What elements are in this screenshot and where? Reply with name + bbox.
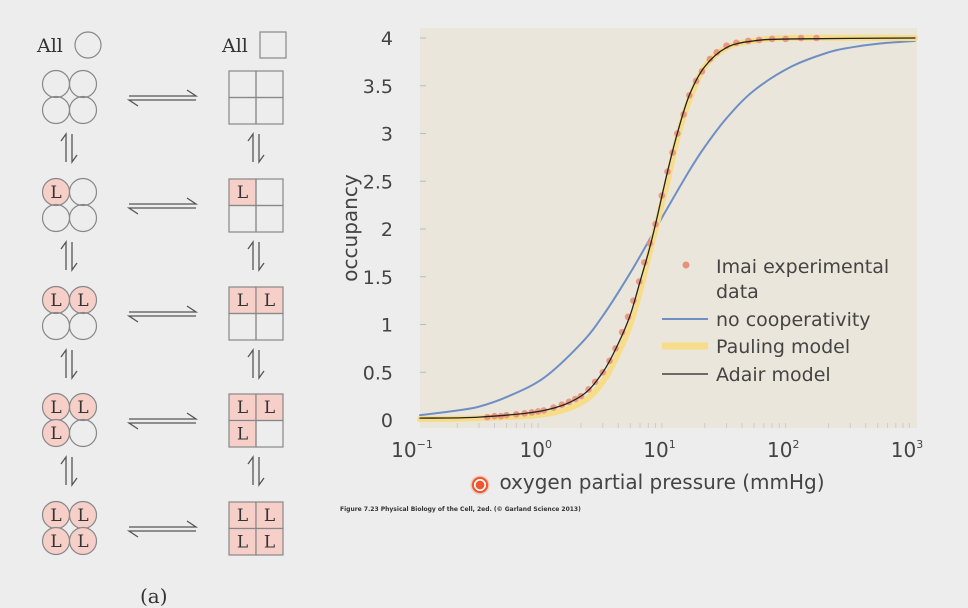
y-tick-label: 0.5 — [363, 362, 393, 384]
state-row-0 — [41, 69, 284, 165]
ligand-label: L — [77, 291, 88, 311]
x-tick-exponent: 1 — [669, 438, 676, 451]
circle-subunit — [68, 526, 98, 556]
ligand-label: L — [50, 398, 61, 418]
vertical-equilibrium-arrow-icon — [60, 239, 78, 273]
y-tick-label: 4 — [381, 28, 393, 50]
ligand-label: L — [50, 291, 61, 311]
square-subunit — [255, 204, 284, 233]
ligand-label: L — [50, 424, 61, 444]
ligand-label: L — [264, 533, 275, 553]
x-tick-label: 101 — [643, 438, 675, 462]
ligand-label: L — [50, 183, 61, 203]
data-point-imai-experimental-data — [706, 55, 714, 63]
square-subunit-icon — [259, 31, 287, 59]
vertical-equilibrium-arrow-icon — [247, 131, 265, 165]
circle-subunit-icon — [74, 31, 102, 59]
ligand-label: L — [264, 291, 275, 311]
circle-subunit — [68, 285, 98, 315]
ligand-label: L — [237, 425, 248, 445]
square-subunit — [255, 527, 284, 556]
all-square-label: All — [221, 35, 248, 57]
legend-label-pauling: Pauling model — [716, 336, 850, 358]
ligand-label: L — [264, 398, 275, 418]
ligand-label: L — [237, 291, 248, 311]
vertical-equilibrium-arrow-icon — [247, 347, 265, 381]
legend-label-imai-line2: data — [716, 281, 759, 303]
mouse-cursor-indicator — [470, 475, 490, 495]
x-tick-exponent: 0 — [545, 438, 552, 451]
y-tick-label: 2.5 — [363, 171, 393, 193]
circle-subunit — [68, 203, 98, 233]
ligand-label: L — [77, 506, 88, 526]
x-axis-label: oxygen partial pressure (mmHg) — [499, 470, 824, 494]
ligand-label: L — [237, 398, 248, 418]
vertical-equilibrium-arrow-icon — [247, 454, 265, 488]
series-line-adair-model — [419, 37, 916, 419]
ligand-label: L — [237, 183, 248, 203]
x-tick-label: 100 — [520, 438, 552, 462]
figure-caption: Figure 7.23 Physical Biology of the Cell… — [340, 506, 581, 513]
y-tick-label: 3.5 — [363, 76, 393, 98]
ligand-label: L — [264, 506, 275, 526]
x-tick-exponent: 3 — [916, 438, 923, 451]
legend-label-no-cooperativity: no cooperativity — [716, 309, 871, 331]
circle-subunit — [68, 69, 98, 99]
y-tick-label: 2 — [381, 219, 393, 241]
vertical-equilibrium-arrow-icon — [247, 239, 265, 273]
all-circle-label: All — [36, 35, 63, 57]
y-tick-label: 3 — [381, 124, 393, 146]
x-tick-exponent: 2 — [792, 438, 799, 451]
circle-subunit — [68, 95, 98, 125]
data-point-imai-experimental-data — [797, 34, 805, 42]
equilibrium-arrow-icon — [126, 305, 199, 323]
legend-label-adair: Adair model — [716, 364, 831, 386]
state-row-4: L LL LL LL L — [41, 500, 284, 556]
square-subunit — [255, 419, 284, 448]
square-subunit — [228, 527, 257, 556]
ligand-label: L — [237, 533, 248, 553]
ligand-label: L — [50, 532, 61, 552]
circle-subunit — [68, 177, 98, 207]
x-tick-label: 103 — [891, 438, 923, 462]
vertical-equilibrium-arrow-icon — [60, 347, 78, 381]
legend: Imai experimental data no cooperativity Pau… — [662, 256, 889, 386]
y-axis-label: occupancy — [338, 174, 362, 282]
square-subunit — [255, 286, 284, 315]
circle-subunit — [68, 418, 98, 448]
series-line-no-cooperativity — [419, 39, 916, 417]
ligand-label: L — [77, 532, 88, 552]
equilibrium-arrow-icon — [126, 520, 199, 538]
equilibrium-arrow-icon — [126, 412, 199, 430]
part-label: (a) — [140, 584, 168, 608]
equilibrium-arrow-icon — [126, 89, 199, 107]
square-subunit — [255, 96, 284, 125]
state-row-3: L LLL LL — [41, 392, 284, 488]
legend-swatch-imai — [682, 261, 690, 269]
x-tick-label: 102 — [767, 438, 799, 462]
vertical-equilibrium-arrow-icon — [60, 131, 78, 165]
y-tick-label: 0 — [381, 410, 393, 432]
x-tick-label: 10−1 — [391, 438, 433, 462]
x-tick-exponent: −1 — [417, 438, 433, 451]
ligand-label: L — [77, 398, 88, 418]
y-tick-label: 1 — [381, 315, 393, 337]
square-subunit — [255, 312, 284, 341]
vertical-equilibrium-arrow-icon — [60, 454, 78, 488]
ligand-label: L — [50, 506, 61, 526]
data-point-imai-experimental-data — [713, 49, 721, 56]
square-subunit — [228, 501, 257, 530]
data-point-imai-experimental-data — [813, 34, 820, 42]
y-tick-label: 1.5 — [363, 267, 393, 289]
equilibrium-arrow-icon — [126, 197, 199, 215]
circle-subunit — [68, 392, 98, 422]
circle-subunit — [68, 311, 98, 341]
plot-background — [420, 28, 917, 428]
ligand-label: L — [237, 506, 248, 526]
legend-label-imai: Imai experimental — [716, 256, 889, 278]
